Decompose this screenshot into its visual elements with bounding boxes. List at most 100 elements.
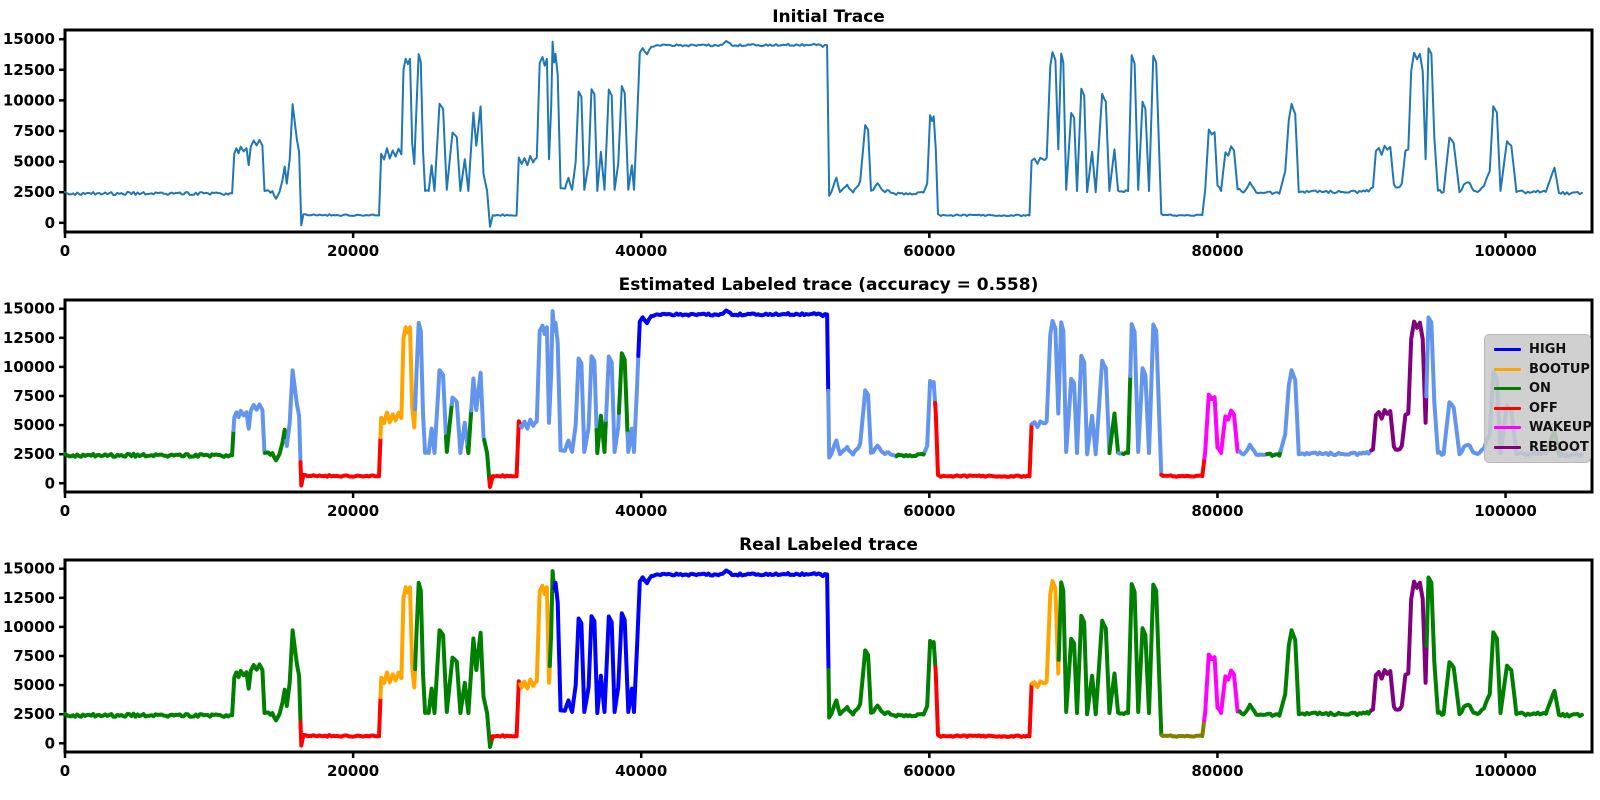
trace-segment-on: [894, 449, 927, 459]
trace-segment-unlabeled: [625, 353, 641, 454]
y-tick-label: 7500: [13, 387, 55, 405]
x-tick-label: 0: [60, 242, 70, 260]
x-tick-label: 20000: [327, 762, 379, 780]
trace-segment-unlabeled: [826, 388, 899, 460]
trace-segment-on: [1424, 575, 1584, 719]
trace-segment-high: [636, 308, 831, 393]
legend-item-high: HIGH: [1494, 342, 1581, 357]
y-tick-label: 5000: [13, 153, 55, 171]
trace-segment-sleep: [1160, 718, 1207, 739]
x-tick-label: 40000: [615, 502, 667, 520]
trace-segment-off: [933, 401, 1035, 479]
subplot-2: 0 2500 5000 7500 10000 12500 15000 0 20000 40000 6…: [3, 298, 1594, 520]
x-tick-label: 60000: [903, 242, 955, 260]
legend-label-bootup: BOOTUP: [1529, 361, 1590, 377]
trace-segment-on: [263, 427, 289, 463]
y-tick-label: 5000: [13, 676, 55, 694]
trace-segment-off: [933, 665, 1035, 739]
trace-segment-unlabeled: [518, 309, 599, 454]
legend-item-off: OFF: [1494, 401, 1581, 416]
trace-segment-bootup: [378, 325, 418, 440]
wakeup-line-swatch: [1494, 426, 1521, 430]
x-tick-label: 40000: [615, 762, 667, 780]
y-tick-label: 0: [45, 474, 55, 492]
bootup-line-swatch: [1494, 367, 1521, 371]
y-tick-label: 0: [45, 214, 55, 232]
subplot-3: 0 2500 5000 7500 10000 12500 15000 0 20000 40000 6…: [3, 558, 1594, 780]
legend-item-bootup: BOOTUP: [1494, 362, 1590, 377]
legend-label-reboot: REBOOT: [1529, 439, 1589, 455]
trace-segment-on: [63, 628, 303, 725]
off-line-swatch: [1494, 406, 1521, 410]
y-tick-label: 15000: [3, 300, 55, 318]
x-tick-label: 80000: [1191, 242, 1243, 260]
plot1-title: Initial Trace: [772, 7, 885, 27]
legend-item-on: ON: [1494, 381, 1581, 396]
trace-segment-bootup: [518, 583, 552, 691]
trace-segment-unlabeled: [923, 378, 938, 454]
y-tick-label: 15000: [3, 30, 55, 48]
y-tick-label: 10000: [3, 91, 55, 109]
trace-segment-on: [1107, 411, 1121, 456]
trace-segment-unlabeled: [413, 320, 448, 455]
trace-segment-unlabeled: [603, 354, 621, 454]
subplot-1: 0 2500 5000 7500 10000 12500 15000 0 20000 40000 6…: [3, 28, 1594, 260]
x-tick-label: 80000: [1191, 502, 1243, 520]
y-tick-label: 15000: [3, 560, 55, 578]
high-line-swatch: [1494, 348, 1521, 351]
trace-segment-wakeup: [1202, 652, 1242, 723]
legend-item-wakeup: WAKEUP: [1494, 420, 1592, 435]
y-tick-label: 10000: [3, 358, 55, 376]
plot3-title: Real Labeled trace: [739, 535, 918, 555]
legend-item-reboot: REBOOT: [1494, 440, 1589, 455]
reboot-line-swatch: [1494, 445, 1521, 449]
x-tick-label: 80000: [1191, 762, 1243, 780]
legend-label-wakeup: WAKEUP: [1529, 420, 1592, 436]
trace-segment-on: [616, 351, 630, 436]
x-tick-label: 40000: [615, 242, 667, 260]
plot2-title: Estimated Labeled trace (accuracy = 0.55…: [618, 275, 1039, 295]
y-tick-label: 12500: [3, 589, 55, 607]
trace-segment-on: [482, 438, 492, 481]
legend: HIGH BOOTUP ON OFF WAKEUP REBOOT: [1484, 334, 1592, 463]
trace-segment-unlabeled: [1237, 442, 1270, 457]
trace-segment-unlabeled: [1128, 322, 1164, 477]
trace-segment-bootup: [378, 585, 418, 700]
y-tick-label: 2500: [13, 445, 55, 463]
trace-segment-on: [1265, 448, 1283, 458]
trace-segment-unlabeled: [284, 368, 303, 465]
trace-segment-off: [487, 419, 523, 489]
trace-segment-reboot: [1369, 579, 1429, 713]
trace-line: [64, 40, 1583, 228]
trace-segment-on: [594, 413, 608, 455]
legend-label-high: HIGH: [1529, 342, 1567, 357]
x-tick-label: 60000: [903, 762, 955, 780]
trace-segment-on: [413, 580, 495, 749]
trace-segment-off: [1159, 455, 1207, 479]
y-tick-label: 12500: [3, 61, 55, 79]
y-tick-label: 5000: [13, 416, 55, 434]
legend-label-off: OFF: [1529, 400, 1558, 416]
trace-segment-off: [298, 435, 383, 488]
trace-segment-on: [63, 428, 236, 459]
x-tick-label: 20000: [327, 242, 379, 260]
y-tick-label: 2500: [13, 705, 55, 723]
x-tick-label: 0: [60, 762, 70, 780]
trace-segment-unlabeled: [1030, 319, 1112, 457]
trace-segment-unlabeled: [449, 395, 470, 455]
trace-segment-unlabeled: [1278, 368, 1374, 458]
x-tick-label: 100000: [1474, 762, 1537, 780]
trace-segment-wakeup: [1202, 392, 1242, 460]
trace-segment-on: [1056, 580, 1164, 738]
trace-segment-unlabeled: [231, 402, 268, 455]
y-tick-label: 2500: [13, 183, 55, 201]
trace-segment-high: [552, 568, 831, 715]
trace-segment-bootup: [1030, 579, 1061, 690]
x-tick-label: 20000: [327, 502, 379, 520]
y-tick-label: 7500: [13, 647, 55, 665]
trace-segment-on: [826, 638, 938, 720]
trace-segment-reboot: [1369, 319, 1429, 453]
x-tick-label: 100000: [1474, 502, 1537, 520]
